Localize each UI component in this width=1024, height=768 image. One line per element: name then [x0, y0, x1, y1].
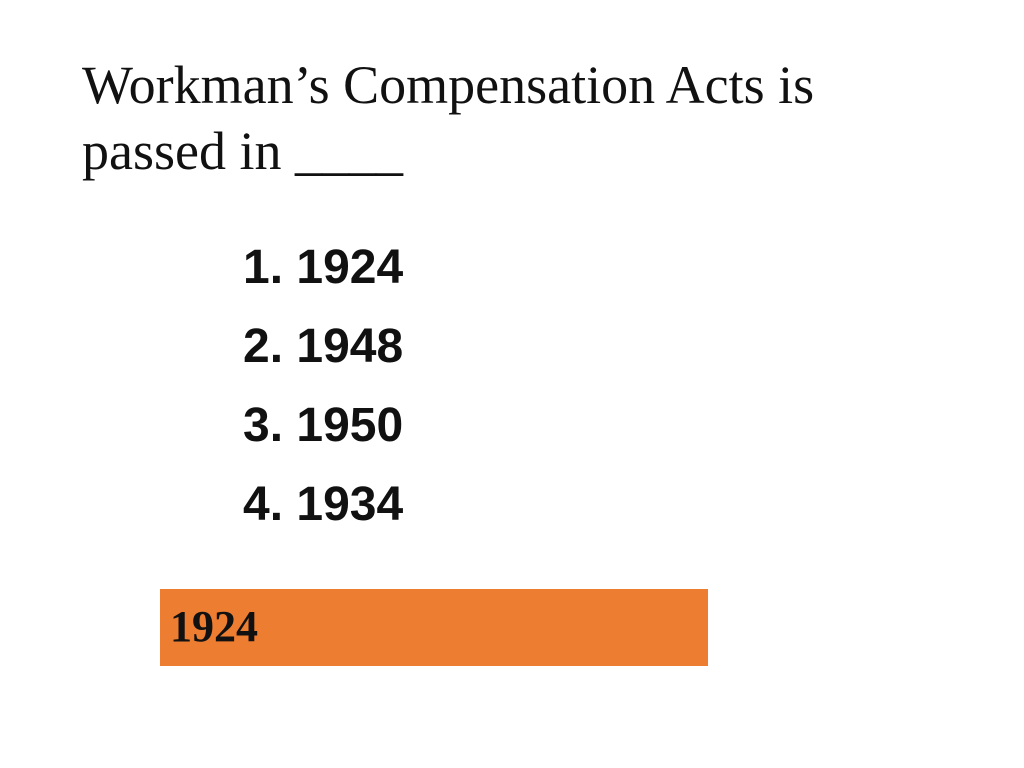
option: 1. 1924: [243, 241, 404, 294]
option: 4. 1934: [243, 478, 404, 531]
title-line: passed in ____: [82, 121, 403, 181]
option: 3. 1950: [243, 399, 404, 452]
question-title: Workman’s Compensation Acts is passed in…: [82, 52, 814, 184]
answer-box: 1924: [160, 589, 708, 666]
option: 2. 1948: [243, 320, 404, 373]
title-line: Workman’s Compensation Acts is: [82, 55, 815, 115]
option-list: 1. 1924 2. 1948 3. 1950 4. 1934: [243, 228, 403, 544]
answer-text: 1924: [170, 602, 258, 651]
